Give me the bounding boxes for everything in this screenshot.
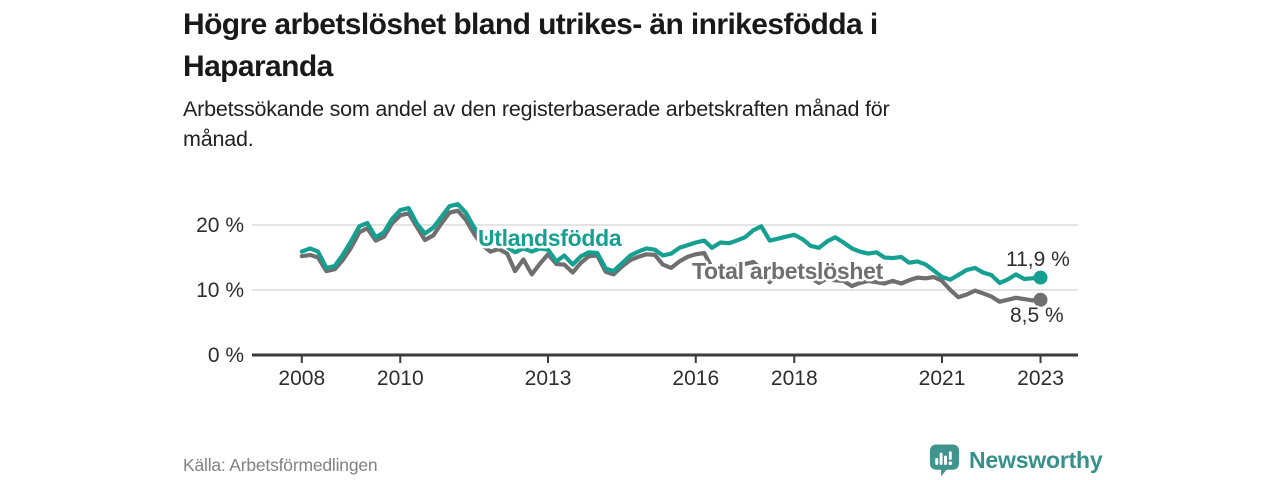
chart-subtitle: Arbetssökande som andel av den registerb… [183, 94, 1123, 154]
y-axis-tick-label: 20 % [196, 214, 244, 237]
chart-subtitle-line-2: månad. [183, 127, 254, 151]
chart-subtitle-line-1: Arbetssökande som andel av den registerb… [183, 97, 890, 121]
newsworthy-speech-bubble-bar-chart-icon [929, 444, 960, 477]
x-axis-tick-label: 2023 [1017, 367, 1064, 390]
x-axis-tick-label: 2010 [377, 367, 424, 390]
x-axis-tick-label: 2016 [672, 367, 719, 390]
series-end-dot-1 [1033, 292, 1048, 307]
series-line-0 [299, 202, 1043, 286]
x-axis-tick-label: 2018 [771, 367, 818, 390]
newsworthy-logo: Newsworthy [928, 442, 1103, 478]
series-line-1 [299, 208, 1043, 304]
chart-title-line-1: Högre arbetslöshet bland utrikes- än inr… [183, 8, 878, 41]
end-value-label-total: 8,5 % [1010, 304, 1064, 327]
y-axis-tick-label: 0 % [208, 344, 244, 367]
x-axis-tick-label: 2013 [525, 367, 572, 390]
series-end-dot-0 [1033, 270, 1048, 285]
x-axis-tick-label: 2008 [278, 367, 325, 390]
source-note: Källa: Arbetsförmedlingen [183, 455, 378, 475]
series-label-utlandsfodda: Utlandsfödda [478, 225, 622, 251]
chart-label-layer: Utlandsfödda Total arbetslöshet 11,9 % 8… [476, 223, 1072, 330]
newsworthy-wordmark: Newsworthy [969, 446, 1103, 473]
chart-title-line-2: Haparanda [183, 50, 333, 83]
chart-title: Högre arbetslöshet bland utrikes- än inr… [183, 4, 1123, 88]
series-label-total-arbetsloshet: Total arbetslöshet [692, 258, 884, 284]
x-axis-tick-label: 2021 [919, 367, 966, 390]
line-chart: 0 %10 %20 %2008 2010 2013 2016 2018 2021 2023 … [196, 202, 1078, 390]
chart-dynamic-layer: 0 % 10 % 20 % 2008 2010 2013 2016 2018 2021 2023 [196, 202, 1078, 390]
end-value-label-utlandsfodda: 11,9 % [1006, 248, 1070, 271]
y-axis-tick-label: 10 % [196, 279, 244, 302]
